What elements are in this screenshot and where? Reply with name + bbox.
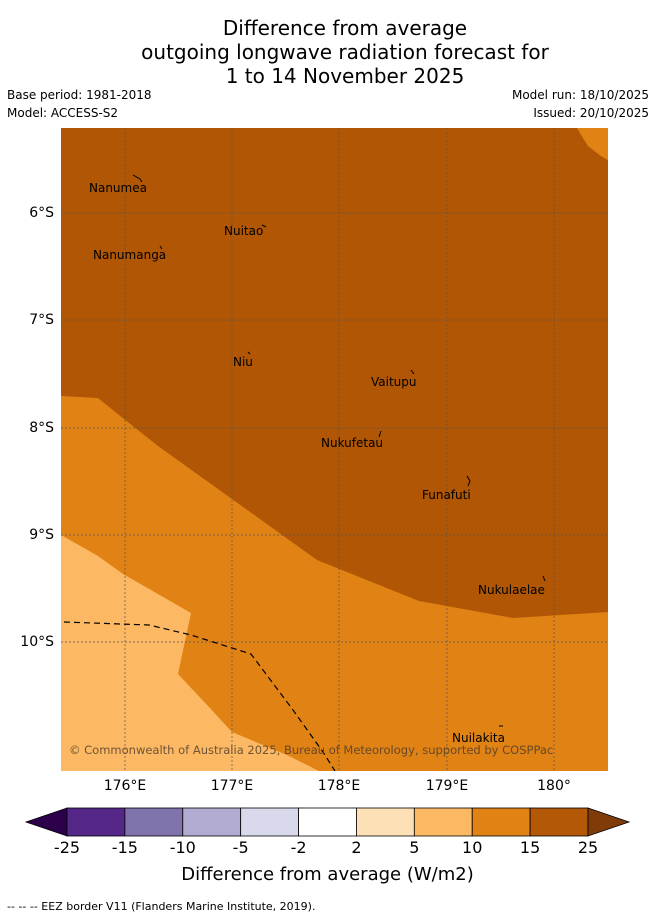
lat-label-7s: 7°S [29, 312, 54, 328]
colorbar-tick-label: 10 [462, 838, 483, 857]
colorbar-tick-label: 15 [519, 838, 541, 857]
lon-label-177e: 177°E [210, 778, 254, 794]
title-line-3: 1 to 14 November 2025 [225, 64, 465, 88]
lon-label-178e: 178°E [317, 778, 361, 794]
corner-lighter-patch [577, 128, 608, 160]
colorbar-extend-low [24, 807, 68, 837]
colorbar-swatch [413, 807, 473, 837]
eez-footnote: -- -- -- EEZ border V11 (Flanders Marine… [7, 900, 316, 913]
lat-label-9s: 9°S [29, 527, 54, 543]
place-label-nuitao: Nuitao [224, 224, 263, 238]
graticule [61, 128, 608, 771]
lat-label-8s: 8°S [29, 420, 54, 436]
colorbar-swatch [356, 807, 415, 837]
colorbar-tick-label: 25 [577, 838, 599, 857]
colorbar-swatch [124, 807, 184, 837]
map-panel: Nanumea Nuitao Nanumanga Niu Vaitupu Nuk… [61, 128, 608, 771]
colorbar-swatch [471, 807, 531, 837]
model-name: Model: ACCESS-S2 [7, 106, 119, 120]
colorbar-tick-label: -10 [169, 838, 196, 857]
colorbar-swatch [182, 807, 242, 837]
lat-label-6s: 6°S [29, 205, 54, 221]
island-nanumea [132, 174, 143, 183]
place-label-niu: Niu [233, 355, 253, 369]
lon-label-176e: 176°E [103, 778, 147, 794]
lat-label-10s: 10°S [20, 634, 54, 650]
place-label-nanumea: Nanumea [89, 181, 147, 195]
place-label-nanumanga: Nanumanga [93, 248, 166, 262]
colorbar-label: Difference from average (W/m2) [181, 864, 474, 885]
base-period: Base period: 1981-2018 [7, 88, 152, 102]
place-label-funafuti: Funafuti [422, 488, 471, 502]
colorbar [24, 807, 631, 837]
band-5-to-10 [61, 535, 319, 771]
copyright-notice: © Commonwealth of Australia 2025, Bureau… [69, 743, 553, 757]
title-line-1: Difference from average [222, 16, 468, 40]
island-nukulaelae [542, 575, 546, 582]
colorbar-tick-label: -2 [290, 838, 307, 857]
colorbar-tick-label: -5 [232, 838, 249, 857]
island-nanumanga [159, 245, 163, 250]
colorbar-tick-label: 5 [409, 838, 420, 857]
title-line-2: outgoing longwave radiation forecast for [141, 40, 549, 64]
colorbar-swatch [240, 807, 299, 837]
place-label-nukulaelae: Nukulaelae [478, 583, 545, 597]
colorbar-tick-label: -15 [111, 838, 138, 857]
band-15-to-25 [61, 128, 608, 618]
colorbar-tick-label: -25 [53, 838, 81, 857]
island-nuitao [261, 224, 267, 228]
colorbar-tick-label: 2 [351, 838, 362, 857]
colorbar-extend-high [587, 807, 631, 837]
map-title: Difference from average outgoing longwav… [0, 16, 655, 88]
model-run: Model run: 18/10/2025 [511, 88, 649, 102]
colorbar-swatch [66, 807, 126, 837]
colorbar-swatch [529, 807, 589, 837]
island-outlines [132, 174, 546, 727]
island-vaitupu [410, 369, 415, 375]
island-niu [247, 351, 251, 355]
place-label-vaitupu: Vaitupu [371, 375, 417, 389]
island-nukufetau [378, 430, 382, 438]
place-label-nukufetau: Nukufetau [321, 436, 383, 450]
lon-label-179e: 179°E [425, 778, 469, 794]
island-funafuti [466, 475, 471, 487]
place-labels: Nanumea Nuitao Nanumanga Niu Vaitupu Nuk… [89, 181, 545, 745]
eez-border [63, 621, 336, 771]
place-label-nuilakita: Nuilakita [452, 731, 505, 745]
issued-date: Issued: 20/10/2025 [533, 106, 649, 120]
lon-label-180: 180° [537, 778, 571, 794]
colorbar-swatch [298, 807, 357, 837]
map-canvas: Nanumea Nuitao Nanumanga Niu Vaitupu Nuk… [61, 128, 608, 771]
